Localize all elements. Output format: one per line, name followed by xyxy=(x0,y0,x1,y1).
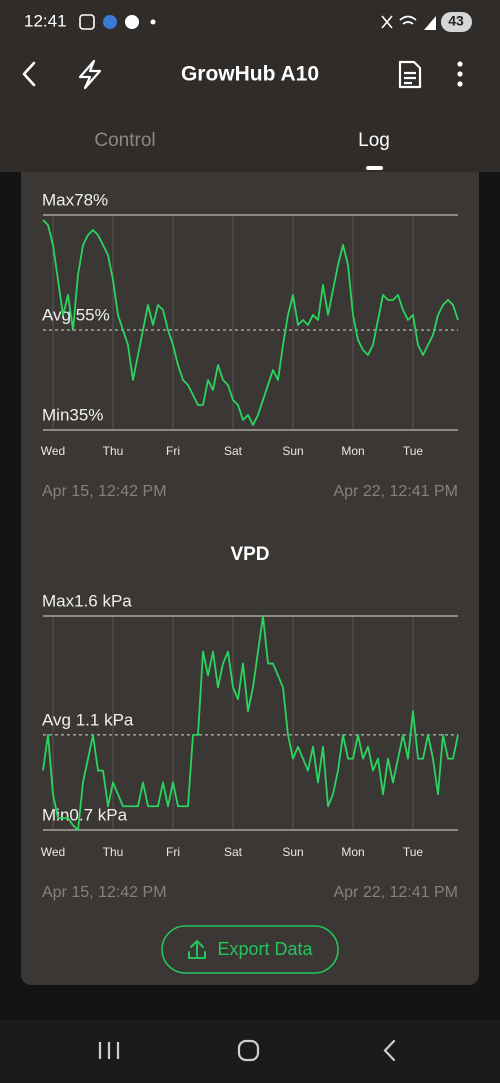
start-time: Apr 15, 12:42 PM xyxy=(42,884,167,901)
nav-home[interactable] xyxy=(237,1039,260,1062)
data-line xyxy=(42,219,459,426)
x-tick-label: Sat xyxy=(224,845,243,859)
y-tick-label: Avg 55% xyxy=(42,305,110,324)
x-tick-label: Sun xyxy=(282,845,303,859)
nav-back[interactable] xyxy=(383,1039,396,1062)
x-tick-label: Fri xyxy=(166,444,180,458)
start-time: Apr 15, 12:42 PM xyxy=(42,483,167,500)
battery-level: 43 xyxy=(448,13,464,29)
x-tick-label: Fri xyxy=(166,845,180,859)
y-tick-label: Min35% xyxy=(42,405,103,424)
app-header xyxy=(0,0,500,172)
document-button[interactable] xyxy=(398,60,422,89)
y-tick-label: Max1.6 kPa xyxy=(42,591,132,610)
tab-log[interactable]: Log xyxy=(358,130,390,151)
bolt-button[interactable] xyxy=(78,59,102,90)
app-title: GrowHub A10 xyxy=(181,63,319,86)
x-tick-label: Tue xyxy=(403,444,424,458)
nav-recents[interactable] xyxy=(98,1042,120,1059)
y-tick-label: Min0.7 kPa xyxy=(42,805,128,824)
status-icons xyxy=(79,14,436,30)
tab-indicator xyxy=(366,166,383,170)
x-tick-label: Wed xyxy=(41,845,65,859)
x-tick-label: Mon xyxy=(341,444,364,458)
log-card xyxy=(21,172,479,985)
y-tick-label: Max78% xyxy=(42,190,108,209)
x-tick-label: Sat xyxy=(224,444,243,458)
battery-pill xyxy=(441,12,472,32)
x-tick-label: Wed xyxy=(41,444,65,458)
tab-control[interactable]: Control xyxy=(94,130,155,151)
more-button[interactable] xyxy=(457,61,463,87)
x-tick-label: Thu xyxy=(103,845,124,859)
export-button[interactable] xyxy=(161,925,339,974)
x-tick-label: Tue xyxy=(403,845,424,859)
end-time: Apr 22, 12:41 PM xyxy=(333,884,458,901)
back-button[interactable] xyxy=(22,61,36,87)
end-time: Apr 22, 12:41 PM xyxy=(333,483,458,500)
y-tick-label: Avg 1.1 kPa xyxy=(42,710,134,729)
export-icon xyxy=(188,940,206,959)
x-tick-label: Sun xyxy=(282,444,303,458)
status-time: 12:41 xyxy=(24,11,67,30)
x-tick-label: Mon xyxy=(341,845,364,859)
data-line xyxy=(42,615,459,831)
nav-bar xyxy=(0,1020,500,1083)
chart-title: VPD xyxy=(230,544,269,565)
x-tick-label: Thu xyxy=(103,444,124,458)
export-label[interactable]: Export Data xyxy=(217,939,313,959)
